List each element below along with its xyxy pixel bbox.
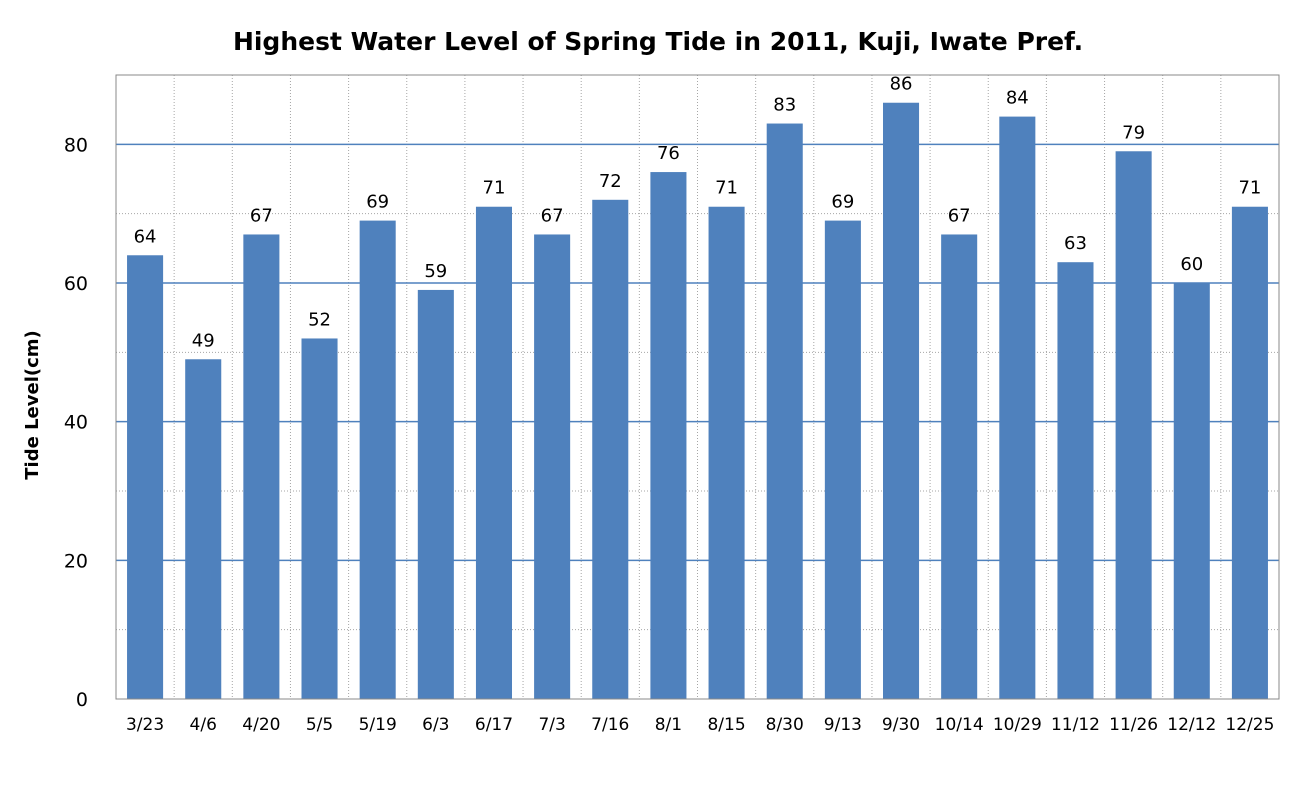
data-label: 69 bbox=[366, 192, 389, 213]
x-tick-label: 5/5 bbox=[306, 715, 333, 735]
data-label: 71 bbox=[715, 178, 738, 199]
x-tick-label: 7/16 bbox=[591, 715, 629, 735]
data-label: 86 bbox=[890, 74, 913, 95]
x-tick-label: 4/20 bbox=[242, 715, 280, 735]
bar bbox=[1057, 262, 1094, 699]
bar bbox=[417, 289, 454, 699]
data-label: 64 bbox=[134, 226, 157, 247]
data-label: 69 bbox=[831, 192, 854, 213]
bar bbox=[1173, 283, 1210, 699]
data-label: 52 bbox=[308, 309, 331, 330]
x-tick-label: 8/30 bbox=[766, 715, 804, 735]
bar bbox=[475, 206, 513, 699]
bar bbox=[824, 220, 861, 699]
x-tick-label: 9/30 bbox=[882, 715, 920, 735]
y-tick-label: 60 bbox=[64, 273, 88, 295]
x-tick-label: 9/13 bbox=[824, 715, 862, 735]
bar bbox=[708, 206, 745, 699]
data-label: 83 bbox=[773, 95, 796, 116]
plot-area-frame bbox=[115, 74, 1280, 700]
bar bbox=[882, 102, 920, 699]
data-label: 60 bbox=[1180, 254, 1203, 275]
data-label: 49 bbox=[192, 330, 215, 351]
bar bbox=[1115, 151, 1152, 699]
data-label: 79 bbox=[1122, 122, 1145, 143]
bar bbox=[941, 234, 978, 699]
bar bbox=[359, 220, 396, 699]
x-tick-label: 7/3 bbox=[538, 715, 565, 735]
bar bbox=[592, 199, 629, 700]
data-label: 59 bbox=[424, 261, 447, 282]
x-tick-label: 10/14 bbox=[935, 715, 984, 735]
x-tick-label: 3/23 bbox=[126, 715, 164, 735]
data-label: 72 bbox=[599, 171, 622, 192]
bar bbox=[999, 116, 1036, 700]
x-tick-label: 8/15 bbox=[707, 715, 745, 735]
y-tick-label: 20 bbox=[64, 550, 88, 572]
bar bbox=[766, 123, 803, 700]
x-tick-label: 12/12 bbox=[1167, 715, 1216, 735]
bars-layer bbox=[127, 102, 1268, 700]
data-label: 84 bbox=[1006, 88, 1029, 109]
y-axis-label: Tide Level(cm) bbox=[22, 330, 43, 479]
bar bbox=[127, 255, 164, 699]
bar bbox=[534, 234, 571, 699]
chart-title: Highest Water Level of Spring Tide in 20… bbox=[233, 27, 1083, 56]
x-tick-labels: 3/23 4/6 4/20 5/5 5/19 6/3 6/17 7/3 7/16 8/1 8/15 8… bbox=[126, 715, 1274, 735]
bar bbox=[243, 234, 280, 699]
x-tick-label: 8/1 bbox=[655, 715, 682, 735]
bar bbox=[185, 359, 222, 699]
y-tick-label: 0 bbox=[76, 689, 88, 711]
x-tick-label: 4/6 bbox=[190, 715, 217, 735]
y-tick-labels: 0 20 40 60 80 bbox=[64, 134, 88, 711]
y-tick-label: 40 bbox=[64, 412, 88, 434]
data-label: 67 bbox=[250, 205, 273, 226]
data-label: 67 bbox=[948, 205, 971, 226]
x-tick-label: 11/12 bbox=[1051, 715, 1100, 735]
bar bbox=[650, 172, 687, 700]
x-tick-label: 6/3 bbox=[422, 715, 449, 735]
data-label: 71 bbox=[1238, 178, 1261, 199]
x-tick-label: 10/29 bbox=[993, 715, 1042, 735]
data-label: 76 bbox=[657, 143, 680, 164]
x-tick-label: 5/19 bbox=[359, 715, 397, 735]
bar bbox=[301, 338, 338, 699]
x-tick-label: 12/25 bbox=[1225, 715, 1274, 735]
x-tick-label: 11/26 bbox=[1109, 715, 1158, 735]
bar bbox=[1231, 206, 1268, 699]
x-tick-label: 6/17 bbox=[475, 715, 513, 735]
y-tick-label: 80 bbox=[64, 134, 88, 156]
data-label: 71 bbox=[483, 178, 506, 199]
data-labels-layer: 64 49 67 52 69 59 71 67 72 76 71 83 69 86 67 84 63 79 60 71 bbox=[134, 74, 1262, 352]
grid-layer bbox=[116, 75, 1279, 699]
data-label: 67 bbox=[541, 205, 564, 226]
data-label: 63 bbox=[1064, 233, 1087, 254]
